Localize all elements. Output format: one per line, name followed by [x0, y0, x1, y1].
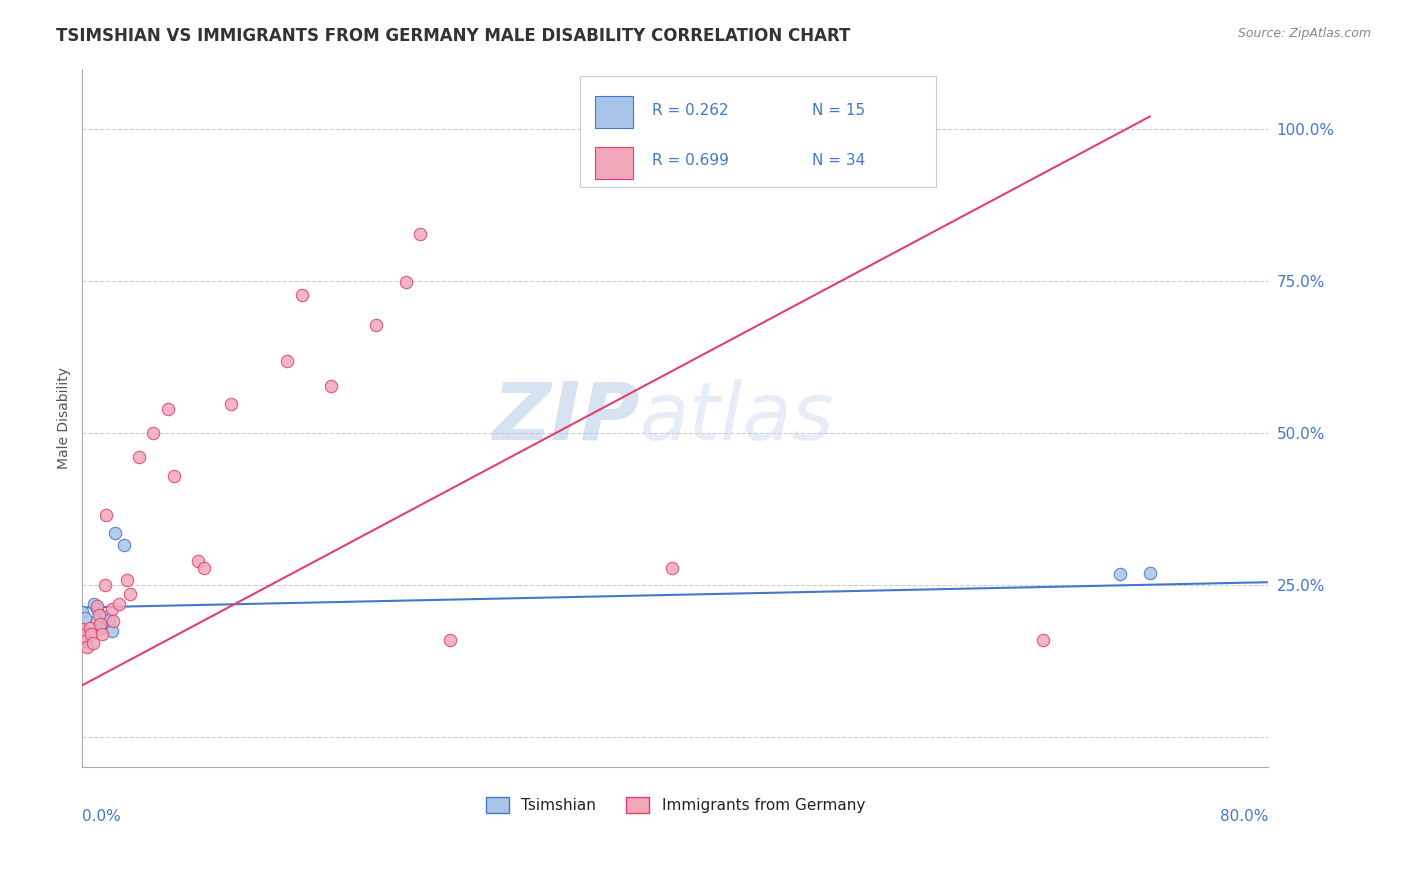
Text: atlas: atlas — [640, 379, 835, 457]
Point — [83, 598, 105, 612]
Legend: Tsimshian, Immigrants from Germany: Tsimshian, Immigrants from Germany — [479, 791, 870, 819]
Point — [89, 622, 111, 636]
Text: R = 0.699: R = 0.699 — [651, 153, 728, 169]
Point — [89, 617, 111, 632]
Point — [76, 640, 98, 654]
Point — [79, 620, 101, 634]
Y-axis label: Male Disability: Male Disability — [58, 367, 72, 469]
Point — [1109, 567, 1132, 582]
FancyBboxPatch shape — [595, 96, 633, 128]
Point — [115, 573, 138, 587]
Point — [219, 397, 242, 411]
Point — [98, 613, 121, 627]
Point — [1139, 566, 1161, 580]
Point — [90, 626, 112, 640]
Text: R = 0.262: R = 0.262 — [651, 103, 728, 118]
Point — [82, 636, 104, 650]
Text: 0.0%: 0.0% — [83, 809, 121, 824]
Point — [80, 626, 103, 640]
FancyBboxPatch shape — [595, 147, 633, 179]
Point — [128, 450, 150, 465]
Point — [94, 508, 117, 522]
Point — [276, 354, 298, 368]
Point — [118, 587, 141, 601]
Point — [101, 602, 124, 616]
Text: N = 15: N = 15 — [811, 103, 865, 118]
Point — [364, 318, 387, 332]
Point — [409, 227, 432, 241]
Point — [291, 287, 314, 301]
Point — [103, 615, 125, 629]
Point — [104, 526, 127, 541]
Point — [1032, 632, 1054, 647]
Point — [75, 611, 97, 625]
Point — [187, 554, 209, 568]
Text: Source: ZipAtlas.com: Source: ZipAtlas.com — [1237, 27, 1371, 40]
Point — [86, 599, 108, 614]
Point — [112, 539, 135, 553]
Point — [93, 609, 115, 624]
Point — [157, 401, 180, 416]
Point — [87, 608, 110, 623]
Point — [101, 624, 124, 639]
Point — [86, 602, 108, 616]
Text: 80.0%: 80.0% — [1220, 809, 1268, 824]
Point — [75, 624, 97, 638]
Text: N = 34: N = 34 — [811, 153, 865, 169]
Point — [72, 622, 94, 636]
Point — [75, 633, 97, 648]
Point — [108, 598, 131, 612]
Point — [75, 633, 97, 648]
Point — [394, 276, 416, 290]
Point — [321, 378, 343, 392]
Point — [73, 628, 96, 642]
Point — [661, 561, 683, 575]
Text: TSIMSHIAN VS IMMIGRANTS FROM GERMANY MALE DISABILITY CORRELATION CHART: TSIMSHIAN VS IMMIGRANTS FROM GERMANY MAL… — [56, 27, 851, 45]
Point — [193, 561, 215, 575]
Text: ZIP: ZIP — [492, 379, 640, 457]
FancyBboxPatch shape — [581, 76, 936, 187]
Point — [93, 578, 115, 592]
Point — [163, 468, 186, 483]
Point — [439, 632, 461, 647]
Point — [72, 605, 94, 619]
Point — [142, 426, 165, 441]
Point — [86, 613, 108, 627]
